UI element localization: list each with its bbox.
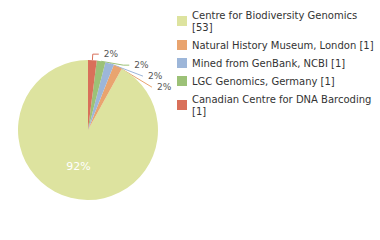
svg-text:2%: 2% [148, 71, 163, 81]
svg-text:Mined from GenBank, NCBI [1]: Mined from GenBank, NCBI [1] [192, 58, 345, 69]
svg-text:2%: 2% [134, 60, 149, 70]
svg-text:Centre for Biodiversity Genomi: Centre for Biodiversity Genomics [192, 10, 360, 21]
svg-text:[1]: [1] [192, 106, 206, 117]
svg-text:[53]: [53] [192, 22, 213, 33]
svg-text:92%: 92% [66, 160, 90, 173]
svg-text:2%: 2% [157, 82, 172, 92]
svg-text:Canadian Centre for DNA Barcod: Canadian Centre for DNA Barcoding [192, 94, 375, 105]
svg-text:2%: 2% [104, 49, 119, 59]
svg-text:LGC Genomics, Germany [1]: LGC Genomics, Germany [1] [192, 76, 335, 87]
svg-text:Natural History Museum, London: Natural History Museum, London [1] [192, 40, 374, 51]
